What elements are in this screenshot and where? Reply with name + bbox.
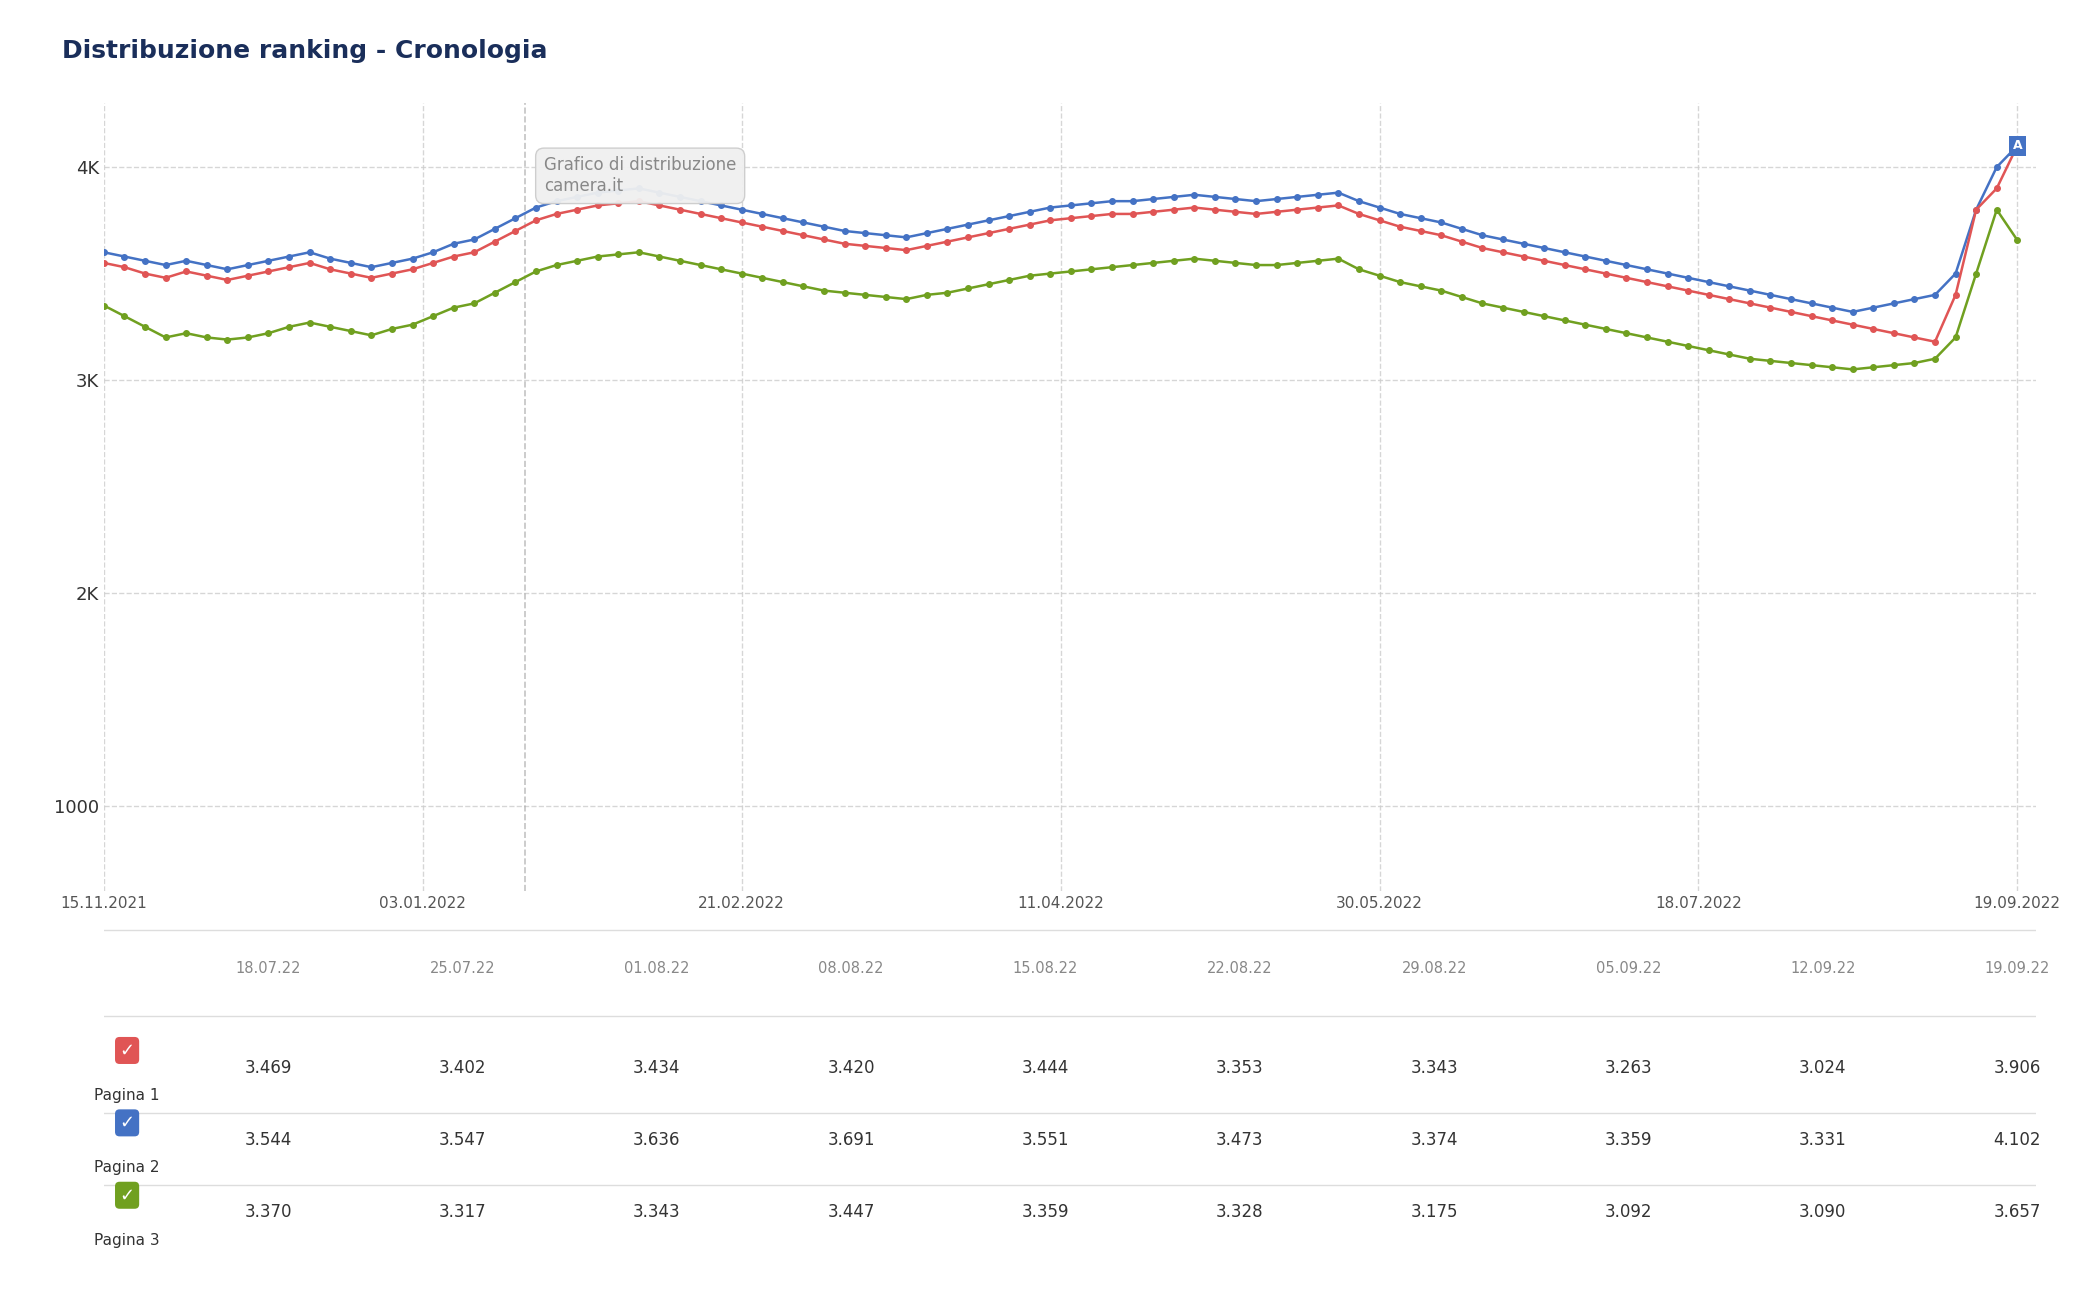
Text: 15.08.22: 15.08.22 [1012,961,1078,975]
Text: 3.343: 3.343 [1411,1059,1459,1077]
Text: 3.544: 3.544 [245,1131,291,1149]
Text: 4.102: 4.102 [1993,1131,2041,1149]
Text: Pagina 2: Pagina 2 [94,1160,160,1175]
Text: 3.906: 3.906 [1993,1059,2041,1077]
Text: 3.331: 3.331 [1800,1131,1847,1149]
Text: 3.343: 3.343 [634,1204,682,1222]
Text: 3.328: 3.328 [1216,1204,1263,1222]
Text: 08.08.22: 08.08.22 [819,961,883,975]
Text: 3.551: 3.551 [1022,1131,1070,1149]
Text: 05.09.22: 05.09.22 [1596,961,1660,975]
Text: 3.420: 3.420 [827,1059,875,1077]
Text: 3.473: 3.473 [1216,1131,1263,1149]
Text: 3.263: 3.263 [1604,1059,1652,1077]
Text: 3.359: 3.359 [1604,1131,1652,1149]
Text: ✓: ✓ [121,1041,135,1059]
Text: 3.547: 3.547 [438,1131,486,1149]
Text: 3.317: 3.317 [438,1204,486,1222]
Text: 3.374: 3.374 [1411,1131,1459,1149]
Text: 3.691: 3.691 [827,1131,875,1149]
Text: ✓: ✓ [121,1113,135,1131]
Text: Pagina 1: Pagina 1 [94,1087,160,1103]
Text: ✓: ✓ [121,1187,135,1205]
Text: Pagina 3: Pagina 3 [94,1232,160,1247]
Text: 3.092: 3.092 [1604,1204,1652,1222]
Text: 19.09.22: 19.09.22 [1984,961,2049,975]
Text: 3.636: 3.636 [634,1131,682,1149]
Text: Distribuzione ranking - Cronologia: Distribuzione ranking - Cronologia [62,39,549,63]
Text: 3.370: 3.370 [245,1204,291,1222]
Text: 18.07.22: 18.07.22 [235,961,301,975]
Text: 3.447: 3.447 [827,1204,875,1222]
Text: 01.08.22: 01.08.22 [623,961,690,975]
Text: 12.09.22: 12.09.22 [1789,961,1856,975]
Text: 3.444: 3.444 [1022,1059,1070,1077]
Text: 3.657: 3.657 [1993,1204,2041,1222]
Text: 3.402: 3.402 [438,1059,486,1077]
Text: 25.07.22: 25.07.22 [430,961,495,975]
Text: Grafico di distribuzione
camera.it: Grafico di distribuzione camera.it [544,156,736,195]
Text: 22.08.22: 22.08.22 [1207,961,1272,975]
Text: 3.024: 3.024 [1800,1059,1847,1077]
Text: 3.353: 3.353 [1216,1059,1263,1077]
Text: 3.434: 3.434 [634,1059,682,1077]
Text: 29.08.22: 29.08.22 [1401,961,1467,975]
Text: 3.175: 3.175 [1411,1204,1459,1222]
Text: 3.090: 3.090 [1800,1204,1847,1222]
Text: 3.359: 3.359 [1022,1204,1070,1222]
Text: A: A [2012,139,2022,152]
Text: 3.469: 3.469 [245,1059,291,1077]
